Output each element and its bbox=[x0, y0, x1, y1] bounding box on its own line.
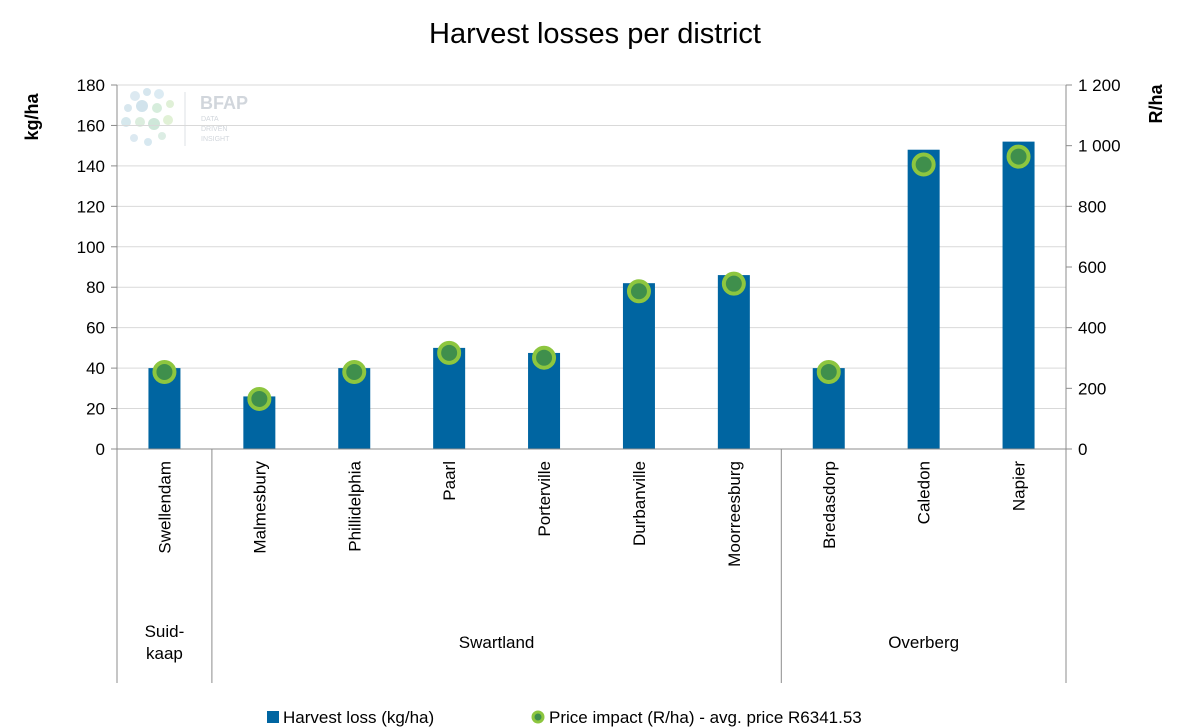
point-malmesbury bbox=[247, 386, 272, 411]
legend-bar-label: Harvest loss (kg/ha) bbox=[283, 708, 434, 727]
category-label: Swellendam bbox=[155, 461, 174, 554]
y-axis-title: kg/ha bbox=[22, 93, 42, 141]
group-label: Swartland bbox=[459, 633, 535, 652]
y2-tick-label: 200 bbox=[1078, 379, 1106, 398]
y2-axis-title: R/ha bbox=[1146, 84, 1166, 124]
bar-series bbox=[148, 141, 1035, 449]
bar-moorreesburg bbox=[717, 275, 750, 449]
y-tick-label: 40 bbox=[86, 359, 105, 378]
legend-bar-swatch bbox=[267, 711, 279, 723]
y-tick-label: 100 bbox=[77, 238, 105, 257]
category-label: Moorreesburg bbox=[725, 461, 744, 567]
group-label: Suid- bbox=[145, 622, 185, 641]
right-axis-ticks: 0 200 400 600 800 1 000 1 200 bbox=[1066, 76, 1121, 459]
bfap-logo-mark-icon bbox=[121, 88, 174, 146]
bfap-logo: BFAP DATA DRIVEN INSIGHT bbox=[121, 88, 248, 146]
bar-napier bbox=[1002, 141, 1035, 449]
legend-point-swatch bbox=[531, 710, 545, 724]
y2-tick-label: 600 bbox=[1078, 258, 1106, 277]
y-tick-label: 0 bbox=[96, 440, 105, 459]
bfap-logo-name: BFAP bbox=[200, 93, 248, 113]
y-tick-label: 20 bbox=[86, 400, 105, 419]
y2-tick-label: 0 bbox=[1078, 440, 1087, 459]
y-tick-label: 120 bbox=[77, 197, 105, 216]
category-label: Phillidelphia bbox=[345, 460, 364, 551]
bfap-logo-tagline-1: DATA bbox=[201, 116, 219, 123]
bar-durbanville bbox=[622, 283, 655, 449]
group-label: kaap bbox=[146, 644, 183, 663]
point-paarl bbox=[437, 340, 462, 365]
bfap-logo-tagline-2: DRIVEN bbox=[201, 126, 227, 133]
category-label: Porterville bbox=[535, 461, 554, 537]
left-axis-ticks: 0 20 40 60 80 100 120 140 160 180 bbox=[77, 76, 117, 459]
y2-tick-label: 1 000 bbox=[1078, 137, 1121, 156]
point-swellendam bbox=[152, 359, 177, 384]
point-bredasdorp bbox=[816, 359, 841, 384]
y2-tick-label: 800 bbox=[1078, 197, 1106, 216]
category-labels: Swellendam Malmesbury Phillidelphia Paarl Po… bbox=[155, 460, 1028, 566]
y2-tick-label: 400 bbox=[1078, 319, 1106, 338]
y-tick-label: 160 bbox=[77, 116, 105, 135]
category-label: Malmesbury bbox=[250, 461, 269, 554]
y-tick-label: 60 bbox=[86, 319, 105, 338]
y2-tick-label: 1 200 bbox=[1078, 76, 1121, 95]
group-labels: Suid-kaap Swartland Overberg bbox=[145, 622, 959, 663]
point-series bbox=[152, 144, 1031, 411]
point-caledon bbox=[911, 152, 936, 177]
bar-caledon bbox=[907, 149, 940, 449]
y-tick-label: 180 bbox=[77, 76, 105, 95]
category-label: Caledon bbox=[915, 461, 934, 524]
category-label: Bredasdorp bbox=[820, 461, 839, 549]
chart-title: Harvest losses per district bbox=[429, 18, 761, 50]
category-label: Paarl bbox=[440, 461, 459, 501]
point-moorreesburg bbox=[721, 271, 746, 296]
category-label: Napier bbox=[1010, 461, 1029, 511]
category-label: Durbanville bbox=[630, 461, 649, 546]
point-phillidelphia bbox=[342, 359, 367, 384]
point-porterville bbox=[532, 345, 557, 370]
legend: Harvest loss (kg/ha) Price impact (R/ha) … bbox=[267, 708, 862, 727]
point-durbanville bbox=[626, 279, 651, 304]
point-napier bbox=[1006, 144, 1031, 169]
axes bbox=[116, 85, 1067, 683]
y-tick-label: 80 bbox=[86, 278, 105, 297]
legend-point-label: Price impact (R/ha) - avg. price R6341.5… bbox=[549, 708, 862, 727]
bfap-logo-tagline-3: INSIGHT bbox=[201, 136, 230, 143]
y-tick-label: 140 bbox=[77, 157, 105, 176]
group-label: Overberg bbox=[888, 633, 959, 652]
